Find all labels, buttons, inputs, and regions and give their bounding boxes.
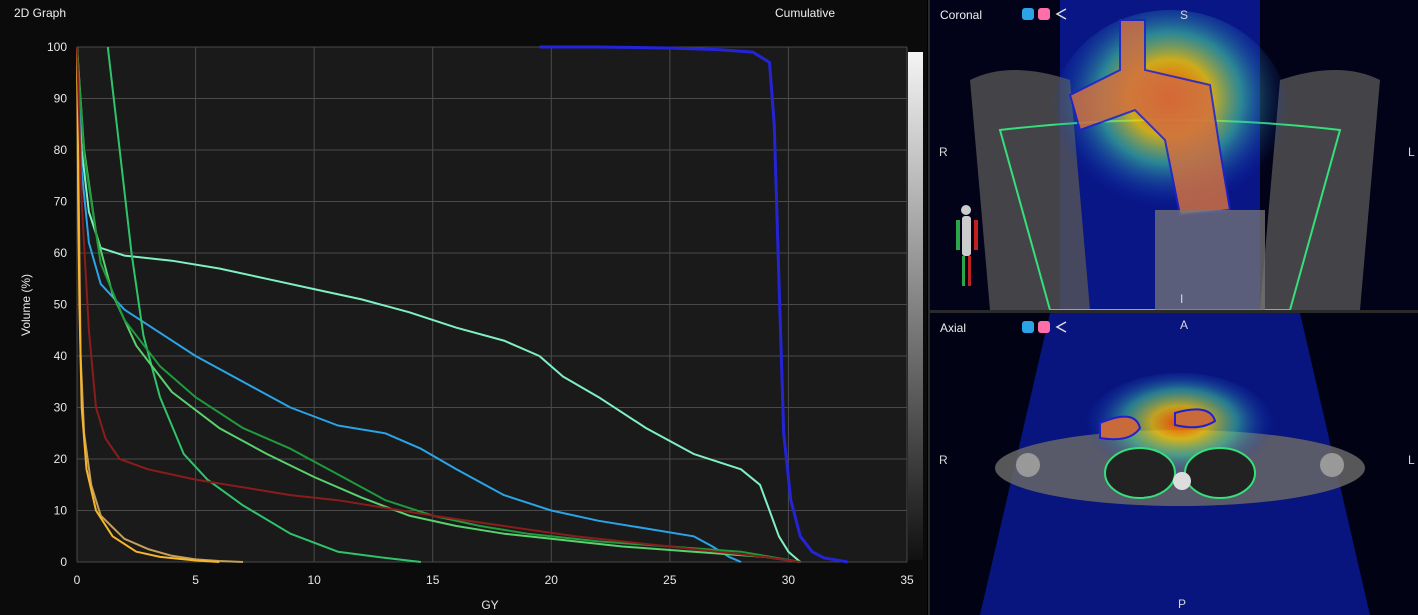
y-tick-label: 90: [54, 92, 68, 106]
cumulative-mode-label[interactable]: Cumulative: [775, 6, 836, 20]
x-tick-label: 30: [782, 573, 796, 587]
y-tick-label: 50: [54, 298, 68, 312]
axial-title: Axial: [940, 321, 967, 335]
axial-image: [930, 313, 1418, 615]
y-tick-label: 10: [54, 504, 68, 518]
x-tick-labels: 0 5 10 15 20 25 30 35: [74, 573, 914, 587]
y-axis-label: Volume (%): [19, 274, 33, 336]
dvh-curve-3: [76, 46, 742, 563]
coronal-tools: [1022, 7, 1068, 21]
viewer-divider: [928, 310, 1418, 313]
coronal-image: [930, 0, 1418, 310]
y-tick-label: 70: [54, 195, 68, 209]
blue-cube-icon[interactable]: [1022, 321, 1034, 333]
y-tick-label: 60: [54, 246, 68, 260]
y-tick-label: 30: [54, 401, 68, 415]
axial-view[interactable]: Axial R L A P: [928, 313, 1418, 615]
dvh-series: [76, 45, 848, 564]
coronal-orient-right: R: [939, 145, 948, 159]
x-tick-label: 20: [545, 573, 559, 587]
y-tick-label: 100: [47, 40, 67, 54]
coronal-orient-bottom: I: [1180, 292, 1184, 306]
dvh-curve-2: [76, 46, 801, 563]
pink-cube-icon[interactable]: [1038, 321, 1050, 333]
share-icon[interactable]: [1054, 320, 1068, 334]
axial-orient-top: A: [1180, 318, 1189, 332]
dvh-curve-8: [76, 46, 220, 563]
dvh-graph-panel: 2D Graph Cumulative 0 10 20 30 40 50 60 70 80 90 1…: [0, 0, 927, 615]
x-tick-label: 10: [307, 573, 321, 587]
y-tick-labels: 0 10 20 30 40 50 60 70 80 90 100: [47, 40, 67, 569]
x-axis-label: GY: [481, 598, 498, 612]
pink-cube-icon[interactable]: [1038, 8, 1050, 20]
axial-orient-left: L: [1408, 453, 1415, 467]
coronal-view[interactable]: Coronal R L S I: [928, 0, 1418, 310]
y-tick-label: 0: [60, 555, 67, 569]
blue-cube-icon[interactable]: [1022, 8, 1034, 20]
body-figure-icon: [956, 205, 978, 286]
dvh-curve-4: [106, 46, 422, 563]
y-tick-label: 20: [54, 452, 68, 466]
x-tick-label: 0: [74, 573, 81, 587]
dvh-curve-6: [76, 46, 801, 563]
x-tick-label: 5: [192, 573, 199, 587]
axial-tools: [1022, 320, 1068, 334]
dvh-chart[interactable]: 0 10 20 30 40 50 60 70 80 90 100 0 5 10 15 20 25 30 35 Vo…: [0, 0, 927, 615]
x-tick-label: 35: [900, 573, 914, 587]
axial-orient-bottom: P: [1178, 597, 1187, 611]
axial-orient-right: R: [939, 453, 948, 467]
coronal-title: Coronal: [940, 8, 983, 22]
y-tick-label: 40: [54, 349, 68, 363]
y-tick-label: 80: [54, 143, 68, 157]
dvh-curve-1: [539, 45, 848, 564]
graph-title: 2D Graph: [14, 6, 67, 20]
x-tick-label: 15: [426, 573, 440, 587]
intensity-scale-bar: [908, 52, 923, 560]
share-icon[interactable]: [1054, 7, 1068, 21]
coronal-orient-left: L: [1408, 145, 1415, 159]
x-tick-label: 25: [663, 573, 677, 587]
dvh-curve-9: [76, 46, 801, 563]
coronal-orient-top: S: [1180, 8, 1189, 22]
